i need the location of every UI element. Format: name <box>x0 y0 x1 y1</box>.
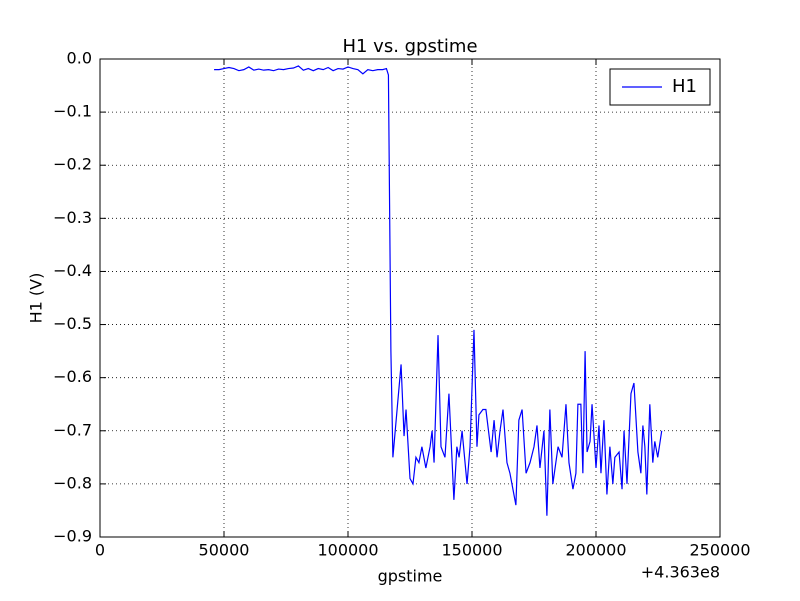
legend-label: H1 <box>672 76 697 97</box>
x-tick-label: 200000 <box>565 541 626 560</box>
y-tick-label: 0.0 <box>67 49 92 68</box>
y-tick-label: −0.5 <box>53 314 92 333</box>
y-tick-label: −0.4 <box>53 261 92 280</box>
x-offset-label: +4.363e8 <box>641 563 720 582</box>
y-axis-label: H1 (V) <box>27 273 46 324</box>
y-tick-label: −0.1 <box>53 102 92 121</box>
y-tick-label: −0.9 <box>53 527 92 546</box>
y-tick-label: −0.8 <box>53 473 92 492</box>
x-tick-label: 100000 <box>317 541 378 560</box>
x-axis-label: gpstime <box>378 567 443 586</box>
x-tick-label: 250000 <box>689 541 750 560</box>
y-tick-label: −0.2 <box>53 155 92 174</box>
chart-title: H1 vs. gpstime <box>342 36 477 57</box>
plot-frame <box>99 58 721 538</box>
y-tick-label: −0.6 <box>53 367 92 386</box>
x-tick-label: 0 <box>95 541 105 560</box>
x-tick-label: 150000 <box>441 541 502 560</box>
x-tick-label: 50000 <box>199 541 250 560</box>
y-tick-label: −0.7 <box>53 420 92 439</box>
y-tick-label: −0.3 <box>53 208 92 227</box>
data-line <box>214 65 663 516</box>
